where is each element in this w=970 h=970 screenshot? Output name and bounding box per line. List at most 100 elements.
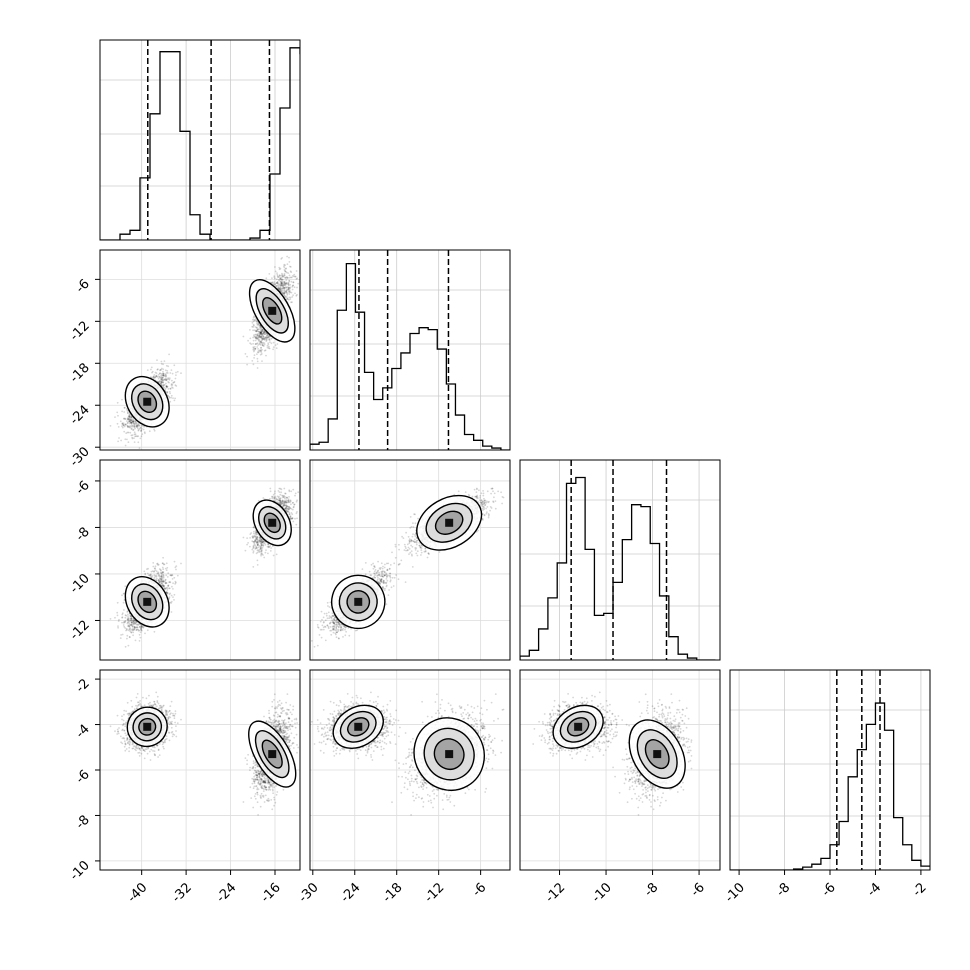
sample-point — [153, 570, 156, 572]
sample-point — [283, 269, 286, 271]
sample-point — [160, 569, 163, 572]
sample-point — [133, 423, 136, 426]
sample-point — [286, 298, 289, 301]
sample-point — [176, 370, 179, 373]
sample-point — [128, 626, 131, 628]
sample-point — [260, 330, 263, 333]
sample-point — [127, 417, 130, 420]
sample-point — [162, 372, 165, 375]
sample-point — [276, 343, 279, 345]
sample-point — [272, 341, 275, 344]
sample-point — [160, 580, 163, 583]
sample-point — [168, 596, 171, 598]
sample-point — [162, 381, 165, 384]
sample-point — [122, 592, 125, 595]
sample-point — [162, 575, 165, 578]
sample-point — [140, 435, 143, 438]
sample-point — [117, 620, 120, 622]
sample-point — [256, 334, 259, 336]
sample-point — [266, 334, 268, 337]
sample-point — [126, 424, 129, 427]
sample-point — [262, 342, 264, 345]
sample-point — [284, 276, 287, 279]
sample-point — [284, 270, 287, 273]
sample-point — [268, 336, 270, 339]
sample-point — [163, 384, 166, 386]
sample-point — [267, 342, 270, 345]
sample-point — [261, 334, 264, 337]
sample-point — [277, 276, 280, 278]
sample-point — [279, 284, 282, 287]
sample-point — [283, 284, 286, 287]
sample-point — [127, 620, 130, 622]
sample-point — [251, 321, 254, 324]
sample-point — [162, 573, 165, 576]
sample-point — [174, 583, 177, 585]
sample-point — [262, 338, 265, 340]
sample-point — [160, 383, 163, 386]
panel-p2-p0: -12-10-8-6 — [67, 459, 301, 661]
sample-point — [275, 278, 278, 281]
sample-point — [161, 376, 164, 379]
sample-point — [162, 579, 165, 582]
sample-point — [172, 382, 175, 384]
sample-point — [283, 292, 285, 295]
sample-point — [259, 340, 262, 342]
sample-point — [136, 626, 139, 629]
sample-point — [165, 569, 168, 572]
sample-point — [160, 381, 163, 384]
sample-point — [133, 433, 136, 436]
sample-point — [291, 276, 293, 279]
sample-point — [260, 331, 263, 334]
sample-point — [279, 288, 282, 291]
sample-point — [169, 392, 172, 395]
sample-point — [286, 289, 288, 291]
sample-point — [157, 377, 160, 380]
sample-point — [283, 275, 285, 278]
sample-point — [256, 357, 259, 360]
sample-point — [242, 335, 245, 338]
sample-point — [135, 422, 138, 424]
sample-point — [260, 341, 262, 344]
sample-point — [150, 366, 153, 369]
sample-point — [260, 336, 262, 339]
sample-point — [283, 288, 286, 291]
sample-point — [169, 400, 172, 403]
sample-point — [172, 588, 174, 590]
sample-point — [132, 422, 135, 424]
sample-point — [264, 336, 267, 338]
sample-point — [134, 421, 137, 424]
sample-point — [138, 626, 141, 628]
sample-point — [282, 291, 285, 294]
sample-point — [289, 296, 292, 299]
sample-point — [284, 286, 286, 289]
sample-point — [140, 625, 143, 628]
sample-point — [175, 371, 177, 374]
sample-point — [158, 574, 161, 577]
sample-point — [294, 275, 297, 278]
sample-point — [259, 349, 261, 351]
sample-point — [288, 279, 291, 282]
sample-point — [129, 420, 132, 423]
sample-point — [125, 614, 128, 617]
sample-point — [255, 327, 258, 329]
sample-point — [126, 422, 129, 425]
sample-point — [261, 360, 263, 362]
sample-point — [253, 346, 256, 348]
sample-point — [132, 623, 135, 626]
sample-point — [140, 426, 142, 429]
sample-point — [130, 421, 133, 424]
sample-point — [139, 631, 142, 634]
sample-point — [158, 579, 161, 582]
sample-point — [114, 416, 116, 418]
sample-point — [281, 287, 284, 290]
sample-point — [133, 627, 136, 630]
sample-point — [162, 372, 165, 375]
sample-point — [152, 376, 155, 378]
sample-point — [165, 374, 168, 377]
sample-point — [263, 349, 266, 352]
sample-point — [281, 281, 283, 284]
sample-point — [286, 276, 289, 279]
sample-point — [287, 283, 289, 286]
sample-point — [260, 341, 263, 344]
